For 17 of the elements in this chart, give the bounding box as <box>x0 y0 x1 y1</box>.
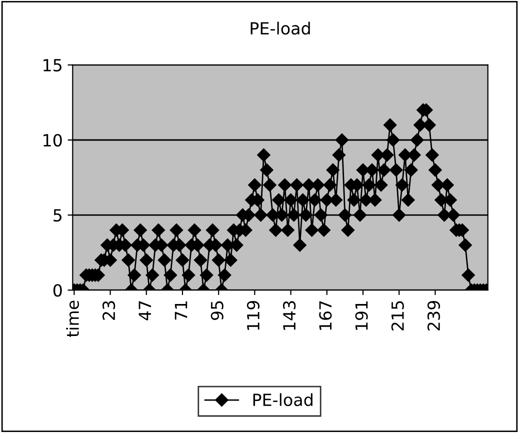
x-tick-label: 47 <box>138 301 151 320</box>
x-tick-label: 239 <box>427 301 440 330</box>
x-tick-label: 119 <box>246 301 260 330</box>
x-tick-label: 215 <box>391 301 404 330</box>
x-tick-label: 95 <box>210 301 224 320</box>
x-tick-label: 191 <box>355 301 368 330</box>
y-tick-label: 0 <box>53 284 62 297</box>
x-tick-label: 23 <box>102 301 116 320</box>
x-tick-label: time <box>66 300 79 338</box>
x-tick-label: 143 <box>283 301 296 330</box>
y-tick-label: 5 <box>54 209 62 222</box>
legend-label: PE-load <box>253 393 312 406</box>
x-tick-label: 71 <box>174 301 188 320</box>
y-tick-label: 10 <box>44 134 62 147</box>
chart-title: PE-load <box>250 22 310 35</box>
y-tick-label: 15 <box>44 59 62 72</box>
x-tick-label: 167 <box>319 301 332 330</box>
